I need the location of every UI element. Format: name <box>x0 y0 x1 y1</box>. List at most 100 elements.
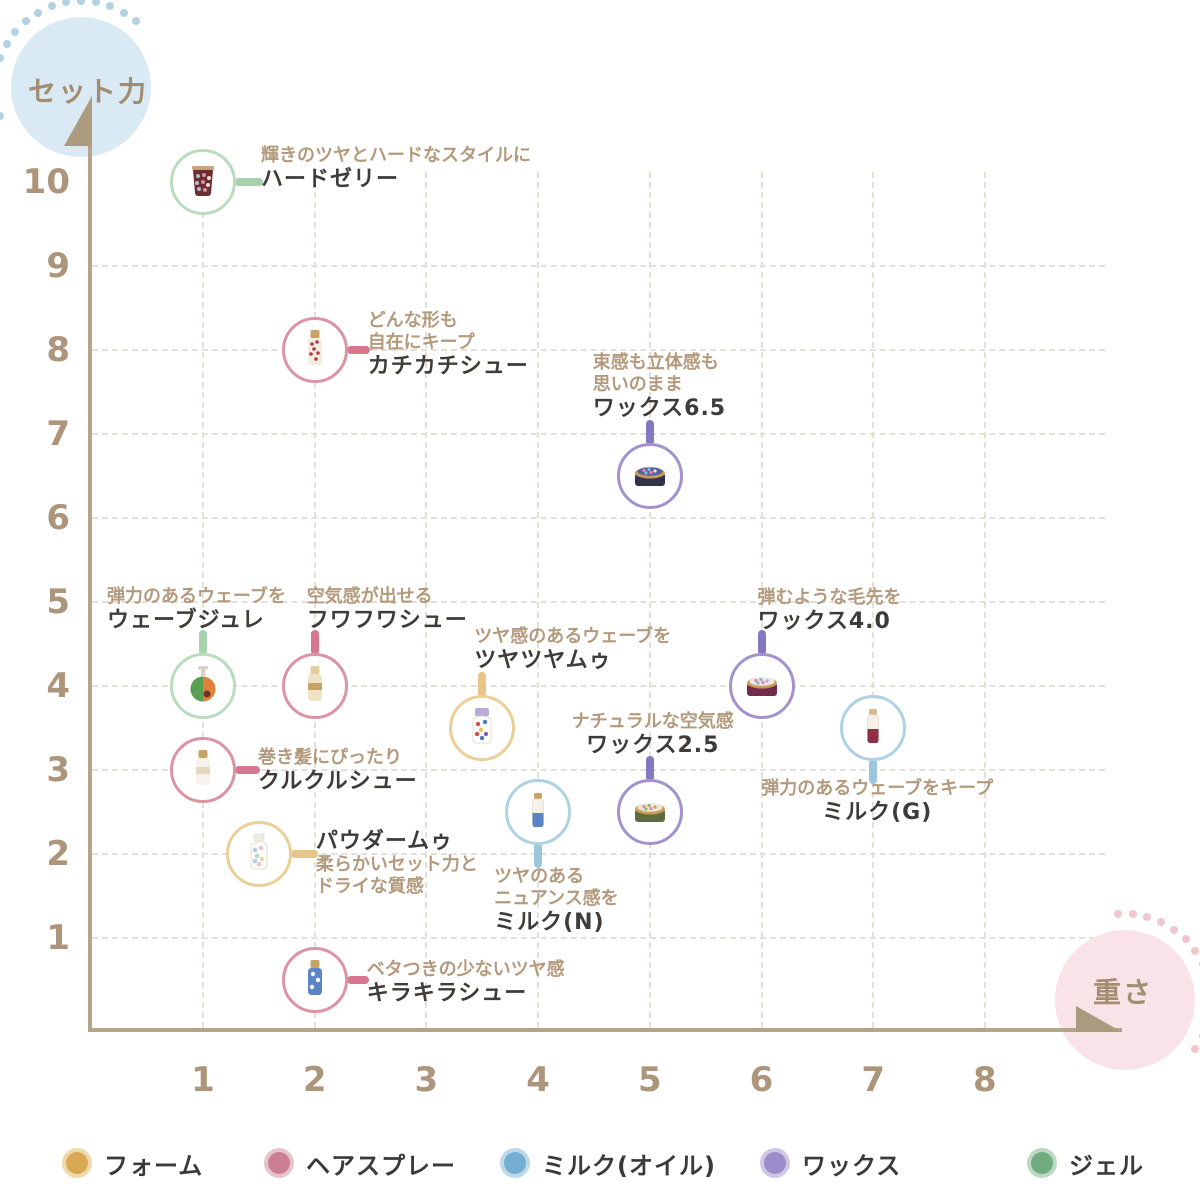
gridline-horizontal <box>92 601 1105 603</box>
product-caption: ツヤのある <box>494 866 585 887</box>
legend-label: ジェル <box>1069 1151 1144 1180</box>
product-label: ベタつきの少ないツヤ感 キラキラシュー <box>367 959 565 1006</box>
product-marker <box>170 653 236 719</box>
product-label: ツヤ感のあるウェーブを ツヤツヤムゥ <box>474 626 671 673</box>
legend-dot-inner <box>1031 1152 1053 1174</box>
product-connector <box>235 178 263 186</box>
product-connector <box>478 672 487 697</box>
gridline-vertical <box>313 172 316 1028</box>
product-caption: ツヤ感のあるウェーブを <box>474 626 672 647</box>
legend-dot-icon <box>760 1148 790 1178</box>
x-axis-decor-dot <box>1198 959 1200 968</box>
gridline-horizontal <box>92 937 1105 939</box>
x-axis-decor-dot <box>1113 910 1122 919</box>
x-axis-decor-dot <box>1170 925 1179 934</box>
legend-dot-icon <box>500 1148 530 1178</box>
product-connector <box>645 756 654 781</box>
product-icon <box>181 158 225 206</box>
legend-dot-icon <box>1027 1148 1057 1178</box>
product-connector <box>346 976 369 984</box>
gridline-vertical <box>202 172 204 1028</box>
product-label: 弾力のあるウェーブを ウェーブジュレ <box>107 586 286 633</box>
product-icon <box>237 830 281 878</box>
product-connector <box>235 766 260 774</box>
product-marker <box>728 653 795 719</box>
y-tick-label: 1 <box>46 918 70 958</box>
product-marker <box>616 443 683 509</box>
legend-item-milk: ミルク(オイル) <box>500 1146 716 1180</box>
product-icon <box>293 956 337 1004</box>
product-icon <box>516 788 560 836</box>
product-name: フワフワシュー <box>306 608 468 633</box>
x-axis-decor-dot <box>1181 935 1190 944</box>
gridline-vertical <box>648 172 651 1028</box>
y-axis-decor-dot <box>120 8 128 17</box>
gridline-vertical <box>537 172 540 1028</box>
gridline-vertical <box>872 172 875 1028</box>
legend-dot-inner <box>268 1152 290 1174</box>
y-axis-decor-dot <box>11 27 20 36</box>
product-connector <box>346 346 370 354</box>
product-marker <box>616 779 683 845</box>
y-tick-label: 10 <box>22 162 70 202</box>
product-name: ウェーブジュレ <box>107 608 265 633</box>
x-tick-label: 7 <box>861 1060 886 1100</box>
legend-item-foam: フォーム <box>62 1146 203 1180</box>
y-tick-label: 5 <box>46 582 70 622</box>
x-axis-decor-dot <box>1191 1045 1200 1054</box>
product-name: ワックス4.0 <box>757 609 891 634</box>
product-icon <box>628 788 672 836</box>
product-caption: 弾むような毛先を <box>757 587 902 608</box>
product-label: ツヤのある ニュアンス感を ミルク(N) <box>494 866 619 935</box>
product-caption: 弾力のあるウェーブをキープ <box>761 778 994 799</box>
y-tick-label: 4 <box>46 666 70 706</box>
x-axis-decor-dot <box>1198 1032 1200 1041</box>
product-icon <box>851 704 895 752</box>
product-caption: 束感も立体感も <box>592 352 719 373</box>
product-connector <box>534 843 543 868</box>
y-axis-decor-dot <box>0 112 5 121</box>
product-label: 束感も立体感も 思いのまま ワックス6.5 <box>593 352 726 421</box>
product-label: ナチュラルな空気感 ワックス2.5 <box>568 711 738 758</box>
y-tick-label: 7 <box>46 414 70 454</box>
x-tick-label: 8 <box>973 1060 997 1100</box>
gridline-horizontal <box>92 265 1105 267</box>
legend-dot-icon <box>264 1148 294 1178</box>
product-caption: 思いのまま <box>592 374 683 395</box>
y-tick-label: 3 <box>46 750 70 790</box>
gridline-horizontal <box>92 517 1105 519</box>
product-caption: どんな形も <box>367 310 458 331</box>
product-connector <box>199 630 207 655</box>
product-icon <box>181 662 225 710</box>
legend-label: ワックス <box>802 1151 902 1180</box>
legend-item-gel: ジェル <box>1027 1146 1144 1180</box>
product-label: パウダームゥ 柔らかいセット力と ドライな質感 <box>316 829 478 898</box>
product-caption: ベタつきの少ないツヤ感 <box>366 959 565 980</box>
y-axis-decor-dot <box>0 53 5 62</box>
y-axis-decor-dot <box>106 2 115 11</box>
product-connector <box>757 630 766 655</box>
gridline-horizontal <box>92 433 1105 435</box>
product-caption: 輝きのツヤとハードなスタイルに <box>261 145 531 166</box>
x-tick-label: 3 <box>414 1060 439 1100</box>
legend-dot-inner <box>66 1152 88 1174</box>
x-axis-decor-dot <box>1143 912 1152 921</box>
product-caption: ナチュラルな空気感 <box>571 711 734 732</box>
gridline-horizontal <box>92 853 1105 855</box>
product-icon <box>628 452 672 500</box>
x-axis-decor-dot <box>1157 918 1166 927</box>
product-connector <box>290 850 318 858</box>
gridline-vertical <box>760 172 763 1028</box>
x-tick-label: 4 <box>526 1060 550 1100</box>
legend-dot-inner <box>764 1152 786 1174</box>
product-caption: 巻き髪にぴったり <box>258 747 402 768</box>
product-marker <box>281 947 348 1013</box>
y-axis-line <box>88 118 92 1030</box>
product-marker <box>505 779 572 845</box>
legend-dot-inner <box>504 1152 526 1174</box>
y-tick-label: 6 <box>46 498 70 538</box>
product-label: 巻き髪にぴったり クルクルシュー <box>258 747 418 794</box>
product-name: カチカチシュー <box>367 354 529 379</box>
y-axis-decor-dot <box>91 0 100 7</box>
y-axis-decor-dot <box>2 40 11 48</box>
